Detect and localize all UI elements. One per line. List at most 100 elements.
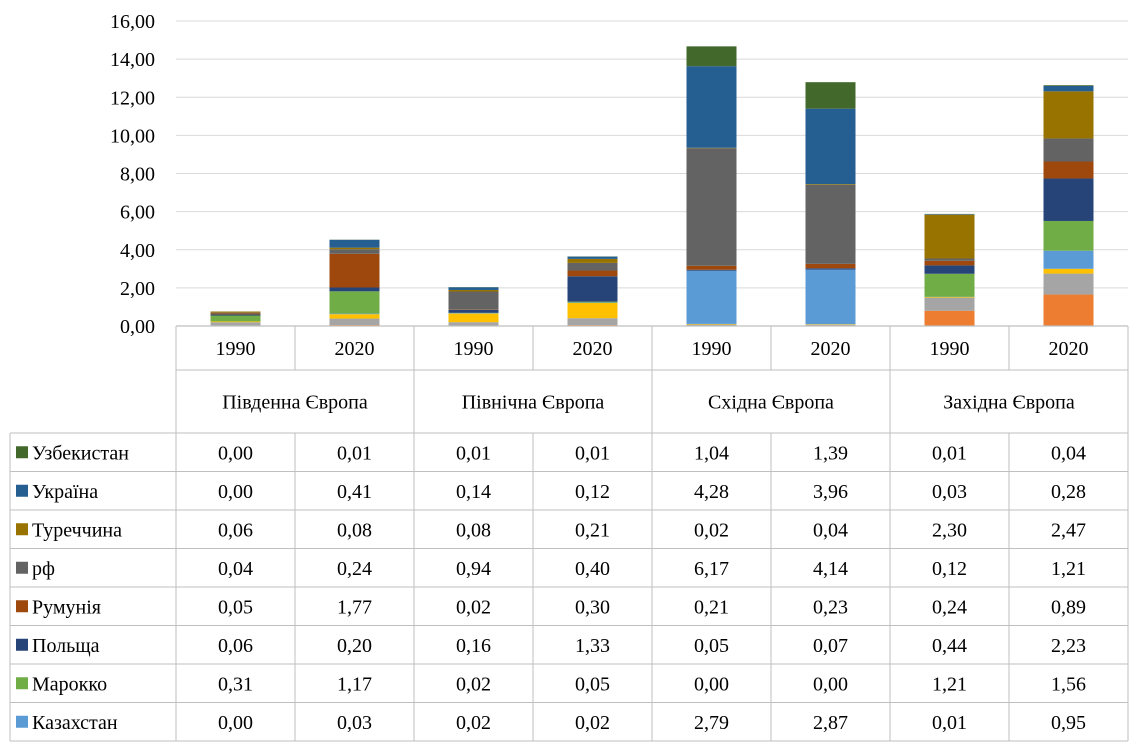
bar-segment xyxy=(448,309,499,313)
table-value: 0,23 xyxy=(813,596,848,618)
legend-key xyxy=(16,561,28,574)
table-value: 1,21 xyxy=(1051,558,1086,580)
table-value: 0,04 xyxy=(813,519,848,541)
bar-segment xyxy=(567,258,618,263)
x-group-label: Північна Європа xyxy=(462,392,605,414)
table-value: 6,17 xyxy=(694,558,729,580)
table-value: 0,04 xyxy=(218,558,253,580)
table-value: 0,24 xyxy=(932,596,967,618)
bar-segment xyxy=(1043,138,1094,162)
x-tick-year: 1990 xyxy=(216,338,256,360)
bar-segment xyxy=(686,66,737,148)
table-value: 1,21 xyxy=(932,673,967,695)
bar-segment xyxy=(1043,178,1094,221)
table-value: 0,16 xyxy=(456,635,491,657)
bar-segment xyxy=(1043,161,1094,179)
bar-segment xyxy=(448,313,499,323)
table-value: 0,12 xyxy=(575,481,610,503)
bar-segment xyxy=(210,314,261,316)
gridlines xyxy=(176,20,1128,327)
table-value: 0,24 xyxy=(337,558,372,580)
bar-segment xyxy=(1043,220,1094,251)
table-value: 0,05 xyxy=(218,596,253,618)
table-value: 0,02 xyxy=(456,673,491,695)
bar-segment xyxy=(567,270,618,277)
table-value: 0,05 xyxy=(575,673,610,695)
bar-segment xyxy=(924,258,975,261)
bar-segment xyxy=(567,256,618,259)
table-value: 3,96 xyxy=(813,481,848,503)
legend-key xyxy=(16,484,28,497)
table-value: 1,33 xyxy=(575,635,610,657)
bar-segment xyxy=(686,265,737,270)
bar-segment xyxy=(686,46,737,67)
bar-segment xyxy=(924,214,975,259)
table-value: 0,20 xyxy=(337,635,372,657)
table-value: 0,01 xyxy=(575,442,610,464)
y-tick-label: 16,00 xyxy=(110,11,155,33)
bar-segment xyxy=(805,184,856,185)
table-value: 2,47 xyxy=(1051,519,1086,541)
table-value: 0,02 xyxy=(456,712,491,734)
bar-segment xyxy=(805,269,856,325)
bar-segment xyxy=(448,322,499,326)
bar-segment xyxy=(924,265,975,274)
bar-segment xyxy=(686,270,737,324)
x-tick-year: 2020 xyxy=(335,338,375,360)
bar-segment xyxy=(924,260,975,266)
table-value: 4,14 xyxy=(813,558,848,580)
table-value: 2,23 xyxy=(1051,635,1086,657)
table-value: 0,12 xyxy=(932,558,967,580)
bars xyxy=(210,46,1094,326)
bar-segment xyxy=(329,247,380,250)
table-value: 0,14 xyxy=(456,481,491,503)
y-tick-label: 8,00 xyxy=(120,164,155,186)
legend-label: Туреччина xyxy=(32,519,122,541)
x-group-label: Східна Європа xyxy=(708,392,834,414)
legend-label: Узбекистан xyxy=(32,442,129,464)
bar-segment xyxy=(924,273,975,297)
bar-segment xyxy=(448,291,499,310)
table-value: 0,40 xyxy=(575,558,610,580)
y-tick-label: 2,00 xyxy=(120,278,155,300)
table-value: 0,06 xyxy=(218,519,253,541)
bar-segment xyxy=(805,268,856,270)
bar-segment xyxy=(448,289,499,292)
table-value: 4,28 xyxy=(694,481,729,503)
bar-segment xyxy=(329,291,380,314)
x-tick-year: 1990 xyxy=(692,338,732,360)
legend-key xyxy=(16,715,28,728)
table-value: 0,08 xyxy=(456,519,491,541)
bar-segment xyxy=(210,311,261,313)
legend-label: рф xyxy=(32,558,55,580)
bar-segment xyxy=(1043,273,1094,295)
y-tick-label: 0,00 xyxy=(120,316,155,338)
y-tick-label: 12,00 xyxy=(110,87,155,109)
bar-segment xyxy=(805,324,856,326)
bar-segment xyxy=(686,269,737,271)
legend-label: Румунія xyxy=(32,596,101,618)
table-value: 0,03 xyxy=(932,481,967,503)
bar-segment xyxy=(210,322,261,326)
table-value: 0,07 xyxy=(813,635,848,657)
legend-label: Польща xyxy=(32,635,100,657)
x-group-label: Західна Європа xyxy=(943,392,1075,414)
table-value: 0,01 xyxy=(337,442,372,464)
y-tick-label: 4,00 xyxy=(120,240,155,262)
table-value: 0,21 xyxy=(694,596,729,618)
bar-segment xyxy=(448,287,499,290)
bar-segment xyxy=(210,315,261,322)
y-tick-label: 6,00 xyxy=(120,202,155,224)
table-value: 0,95 xyxy=(1051,712,1086,734)
bar-segment xyxy=(805,108,856,185)
table-value: 0,05 xyxy=(694,635,729,657)
table-value: 0,01 xyxy=(932,712,967,734)
bar-segment xyxy=(567,302,618,319)
bar-segment xyxy=(805,184,856,264)
bar-segment xyxy=(329,318,380,326)
table-value: 0,00 xyxy=(694,673,729,695)
bar-segment xyxy=(1043,91,1094,139)
legend-key xyxy=(16,446,28,459)
x-tick-year: 1990 xyxy=(930,338,970,360)
